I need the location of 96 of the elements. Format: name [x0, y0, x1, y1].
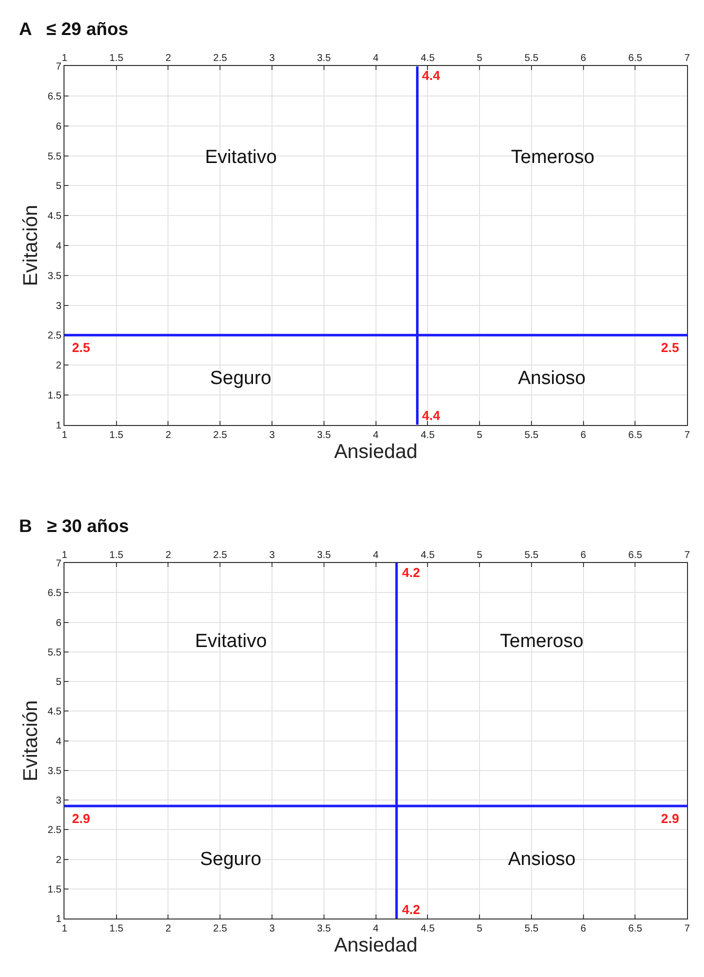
x-tick-label: 6	[580, 53, 587, 64]
x-tick-label: 4	[373, 53, 380, 64]
y-tick-label: 1.5	[48, 884, 62, 896]
x-tick-label: 3	[269, 550, 276, 562]
y-tick-label: 4	[56, 241, 62, 252]
y-tick-label: 2	[56, 854, 62, 866]
x-tick-label: 3.5	[316, 550, 332, 562]
annotation: Seguro	[200, 849, 262, 870]
x-tick-label: 5.5	[524, 53, 539, 64]
x2-tick-label: 2	[165, 924, 172, 935]
y-tick-label: 5.5	[48, 647, 62, 658]
x2-tick-label: 1.5	[109, 924, 124, 935]
y-tick-label: 1	[56, 914, 62, 926]
y-tick-label: 6	[56, 122, 62, 132]
y-tick-label: 6	[56, 618, 62, 629]
ref-line-label: 2.9	[72, 811, 90, 826]
x-tick-label: 4.5	[420, 550, 436, 562]
x2-tick-label: 2	[165, 430, 172, 441]
x-tick-label: 1.5	[109, 53, 124, 64]
annotation: Ansioso	[508, 849, 576, 870]
x-tick-label: 2	[165, 53, 172, 64]
x-tick-label: 5	[476, 53, 483, 64]
ref-line-label: 2.5	[72, 340, 90, 355]
annotation: Evitativo	[195, 631, 267, 652]
annotation: Temeroso	[500, 631, 584, 652]
x2-tick-label: 1.5	[109, 430, 124, 441]
y-tick-label: 5	[56, 181, 62, 192]
x-tick-label: 6	[580, 550, 587, 562]
y-tick-label: 6.5	[48, 588, 62, 600]
x-axis-title: Ansiedad	[334, 934, 418, 957]
x-tick-label: 5.5	[524, 550, 539, 562]
annotation: Ansioso	[518, 368, 586, 389]
x2-tick-label: 2.5	[213, 430, 228, 441]
text: 2.9	[661, 811, 680, 826]
x2-tick-label: 5	[476, 430, 483, 441]
y-tick-label: 5.5	[48, 151, 62, 162]
x-tick-label: 3.5	[316, 53, 332, 64]
annotation: Evitativo	[205, 147, 277, 168]
x2-tick-label: 4.5	[420, 430, 436, 441]
text: 4.4	[422, 408, 440, 423]
x-tick-label: 4	[373, 550, 380, 562]
x2-tick-label: 5.5	[524, 430, 539, 441]
y-tick-label: 6.5	[48, 92, 62, 103]
x2-tick-label: 3.5	[316, 430, 332, 441]
y-tick-label: 7	[56, 558, 62, 570]
x-axis-title: Ansiedad	[334, 440, 418, 463]
y-axis-title: Evitación	[20, 700, 42, 782]
x2-tick-label: 3.5	[316, 924, 332, 935]
x-tick-label: 6.5	[628, 550, 643, 562]
y-tick-label: 3	[56, 300, 62, 312]
y-tick-label: 4	[56, 736, 62, 748]
x2-tick-label: 6.5	[628, 924, 643, 935]
x-tick-label: 2	[165, 550, 172, 562]
x2-tick-label: 7	[684, 430, 690, 441]
x-tick-label: 2.5	[213, 53, 228, 64]
x2-tick-label: 2.5	[213, 924, 228, 935]
x-tick-label: 1.5	[109, 550, 124, 562]
x2-tick-label: 4.5	[420, 924, 436, 935]
y-axis-title: Evitación	[20, 204, 42, 286]
x2-tick-label: 5.5	[524, 924, 539, 935]
x-tick-label: 5	[476, 550, 483, 562]
y-tick-label: 3.5	[48, 270, 62, 282]
chart-title: B ≥ 30 años	[19, 516, 129, 536]
x-tick-label: 6.5	[628, 53, 643, 64]
x-tick-label: 7	[684, 550, 690, 562]
y-tick-label: 3	[56, 796, 62, 807]
x2-tick-label: 4	[373, 924, 380, 935]
x2-tick-label: 6	[580, 430, 587, 441]
ref-line-label: 4.4	[422, 68, 441, 83]
ref-line-label: 4.2	[402, 565, 420, 580]
x2-tick-label: 7	[684, 924, 690, 935]
x-tick-label: 7	[684, 53, 690, 64]
text: 2.5	[661, 340, 680, 355]
x2-tick-label: 4	[373, 430, 380, 441]
chart-title: A ≤ 29 años	[19, 19, 128, 39]
y-tick-label: 2.5	[48, 330, 62, 342]
y-tick-label: 2	[56, 360, 62, 372]
y-tick-label: 3.5	[48, 766, 62, 777]
y-tick-label: 1.5	[48, 390, 62, 402]
x2-tick-label: 3	[269, 430, 276, 441]
x2-tick-label: 5	[476, 924, 483, 935]
y-tick-label: 2.5	[48, 825, 62, 836]
y-tick-label: 7	[56, 62, 62, 73]
x2-tick-label: 6.5	[628, 430, 643, 441]
x2-tick-label: 6	[580, 924, 587, 935]
y-tick-label: 4.5	[48, 706, 62, 718]
x-tick-label: 3	[269, 53, 276, 64]
y-tick-label: 1	[56, 420, 62, 432]
annotation: Seguro	[210, 368, 272, 389]
x-tick-label: 4.5	[420, 53, 436, 64]
x-tick-label: 2.5	[213, 550, 228, 562]
y-tick-label: 4.5	[48, 211, 62, 222]
text: 4.2	[402, 902, 420, 917]
y-tick-label: 5	[56, 677, 62, 688]
annotation: Temeroso	[511, 147, 594, 168]
x2-tick-label: 3	[269, 924, 276, 935]
